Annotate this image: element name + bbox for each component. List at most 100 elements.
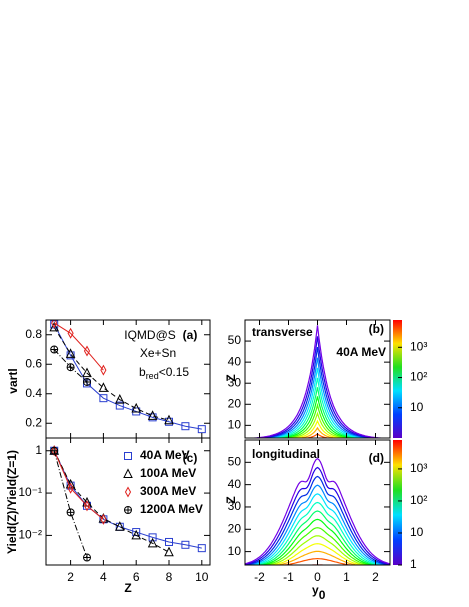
contour-line (288, 426, 347, 438)
series-line (53, 324, 202, 430)
marker (100, 513, 107, 525)
marker (131, 529, 142, 540)
marker (197, 425, 206, 434)
marker (164, 546, 174, 557)
marker (197, 544, 206, 553)
annotation: longitudinal (252, 447, 320, 461)
series-line (53, 450, 88, 558)
contour-line (278, 557, 357, 565)
y-tick-label: 30 (228, 499, 242, 513)
contour-line (256, 367, 379, 438)
marker (164, 414, 174, 425)
marker (165, 537, 173, 546)
marker (124, 506, 133, 514)
marker (147, 537, 158, 548)
x-axis-title: y0 (312, 583, 326, 602)
contour-line (245, 493, 390, 565)
annotation: (c) (183, 451, 198, 465)
contour-line (281, 419, 354, 438)
marker (82, 367, 92, 378)
marker (83, 553, 92, 562)
marker (114, 521, 125, 531)
contour-line (245, 457, 390, 565)
marker (98, 382, 109, 392)
marker (114, 394, 125, 404)
x-tick-label: 8 (166, 570, 173, 584)
plot-area (245, 457, 390, 565)
marker (181, 422, 190, 431)
colorbar-tick-label: 1 (410, 557, 417, 571)
colorbar-tick-label: 10 (410, 525, 424, 539)
colorbar-tick-label: 10² (410, 370, 427, 384)
y-tick-label: 0.8 (25, 327, 42, 341)
marker (67, 327, 74, 339)
annotation-base: b (139, 365, 146, 379)
marker (66, 481, 75, 490)
y-tick-label: 10 (228, 544, 242, 558)
marker (131, 402, 142, 413)
x-tick-label: 1 (343, 570, 350, 584)
y-tick-label: 40 (228, 477, 242, 491)
marker (99, 394, 108, 403)
marker (50, 345, 59, 354)
marker (66, 508, 75, 517)
plot-area (245, 325, 390, 438)
contour-line (245, 325, 390, 438)
contour-line (255, 518, 380, 565)
marker (181, 540, 190, 549)
marker (49, 321, 60, 332)
x-tick-label: 10 (195, 570, 209, 584)
colorbar (393, 440, 402, 565)
legend-label: 40A MeV (140, 448, 190, 462)
series-line (53, 322, 104, 371)
marker (147, 410, 158, 420)
marker (83, 345, 91, 357)
legend-label: 100A MeV (140, 466, 196, 480)
contour-line (245, 475, 390, 565)
marker (100, 364, 107, 376)
annotation: (a) (183, 328, 198, 342)
contour-line (266, 543, 369, 565)
contour-line (247, 501, 388, 565)
plot-area (49, 445, 206, 562)
series-line (53, 450, 104, 520)
y-axis-title: Z (224, 374, 238, 381)
y-tick-label: 20 (228, 396, 242, 410)
x-tick-label: 4 (100, 570, 107, 584)
frame (45, 437, 211, 566)
marker (83, 377, 92, 386)
contour-line (245, 484, 390, 565)
x-axis-title-sub: 0 (319, 588, 326, 602)
x-tick-label: -2 (254, 570, 265, 584)
colorbar-tick-label: 10³ (410, 461, 427, 475)
marker (115, 401, 124, 410)
y-tick-label: 10⁻² (18, 528, 42, 542)
colorbar-tick-label: 10³ (410, 339, 427, 353)
contour-line (272, 550, 363, 565)
annotation-rest: <0.15 (159, 365, 190, 379)
marker (83, 500, 91, 512)
y-tick-label: 10⁻¹ (18, 485, 42, 499)
y-tick-label: 1 (35, 443, 42, 457)
y-tick-label: 0.4 (25, 386, 42, 400)
x-tick-label: 2 (67, 570, 74, 584)
annotation: bred<0.15 (139, 365, 189, 381)
marker (51, 320, 58, 329)
y-tick-label: 0.6 (25, 356, 42, 370)
y-axis-title: Yield(Z)/Yield(Z=1) (5, 450, 19, 554)
colorbar (393, 320, 402, 438)
contour-line (252, 510, 383, 565)
contour-line (259, 377, 376, 438)
marker (123, 468, 133, 478)
y-tick-label: 10 (228, 418, 242, 432)
contour-line (271, 402, 364, 438)
annotation: IQMD@S (124, 328, 176, 342)
y-tick-label: 20 (228, 521, 242, 535)
contour-line (263, 387, 372, 438)
annotation: 40A MeV (336, 345, 386, 359)
colorbar-tick-label: 10 (410, 400, 424, 414)
contour-line (262, 535, 373, 565)
contour-line (266, 396, 369, 438)
annotation-sub: red (146, 371, 159, 381)
